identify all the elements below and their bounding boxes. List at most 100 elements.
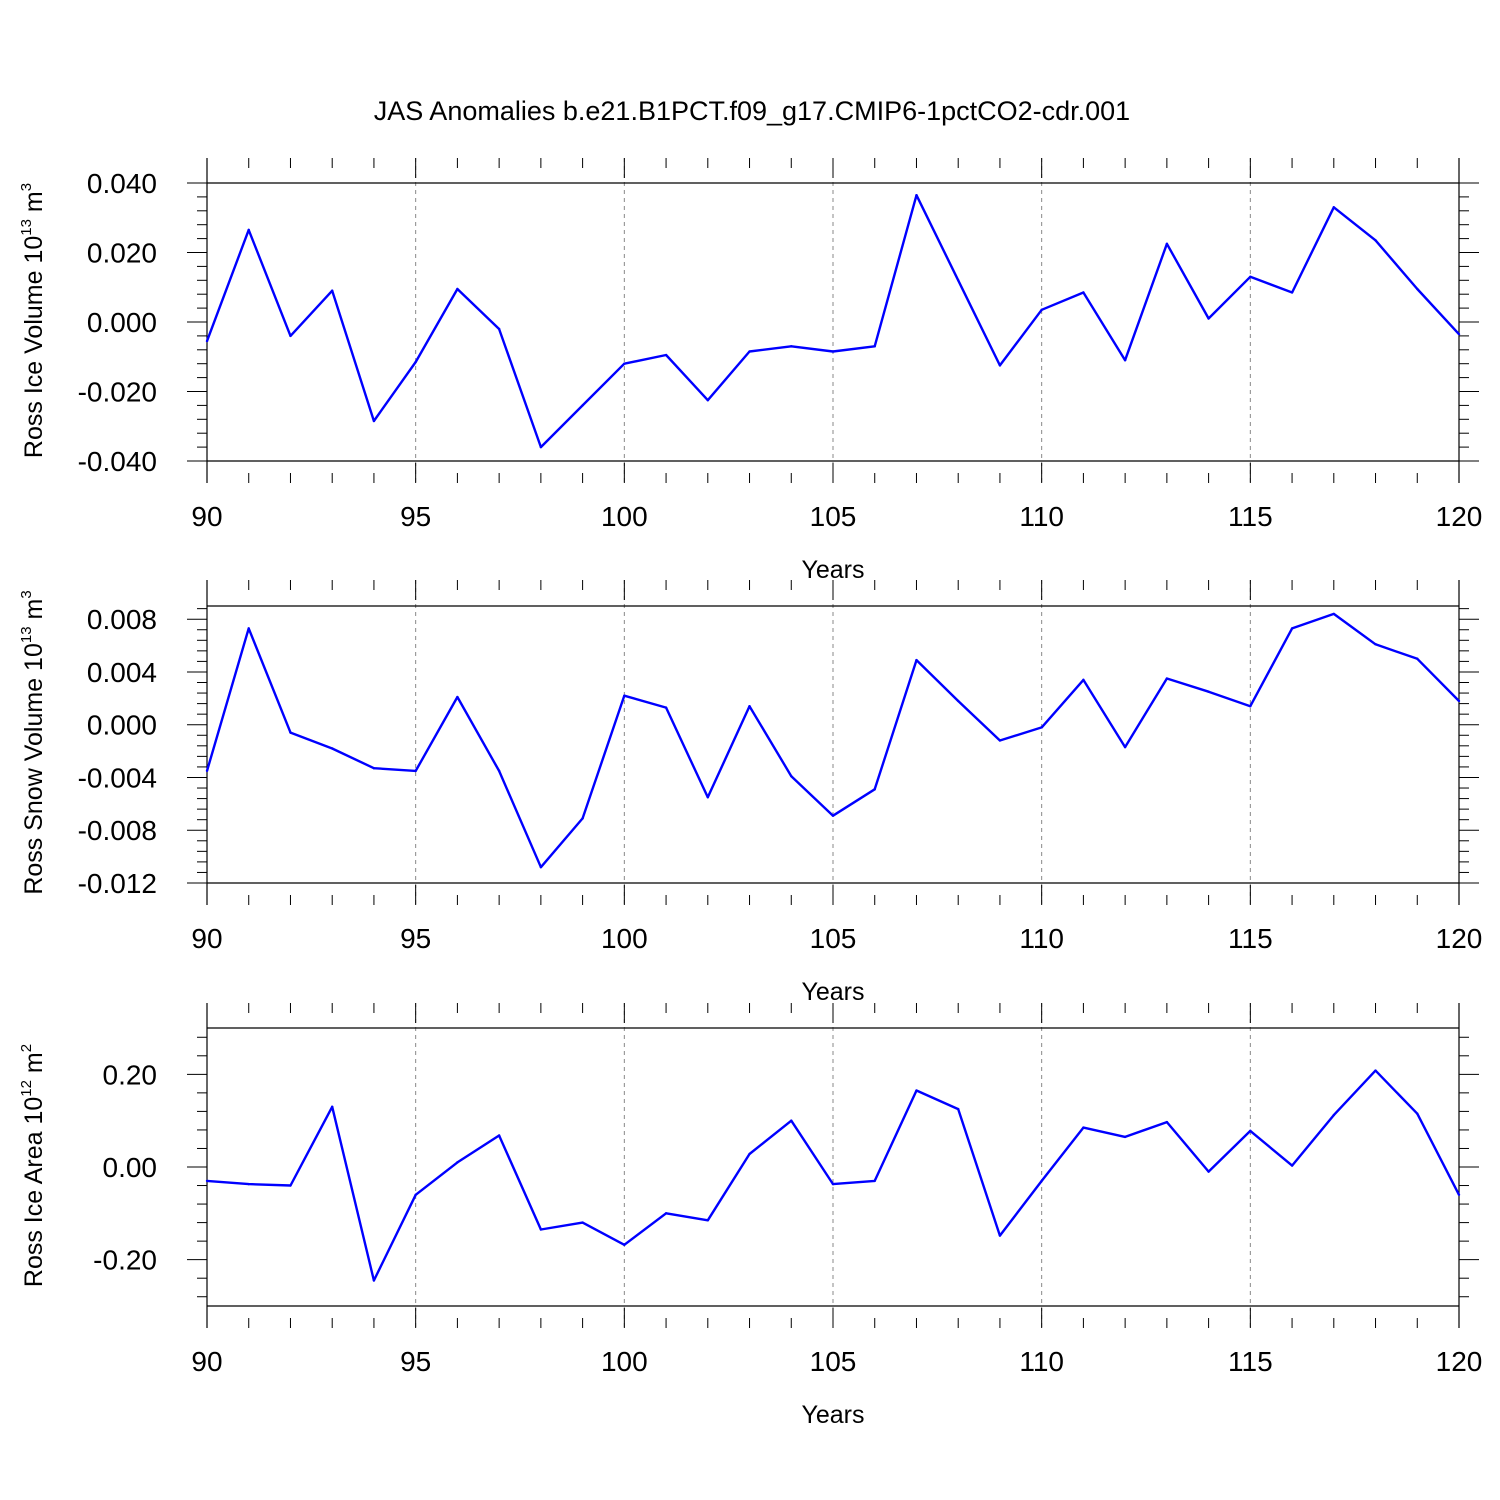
figure-title: JAS Anomalies b.e21.B1PCT.f09_g17.CMIP6-…	[374, 96, 1130, 126]
snow-volume-ytick-label: 0.004	[87, 657, 157, 688]
snow-volume-data-point	[1290, 627, 1294, 630]
snow-volume-data-point	[1165, 677, 1169, 680]
ice-area-xtick-label: 90	[191, 1346, 222, 1377]
snow-volume-data-point	[831, 814, 835, 817]
ice-area-ytick-label: 0.00	[103, 1152, 158, 1183]
ice-area-ylabel-unit: m	[20, 1052, 48, 1080]
ice-volume-ytick-label: 0.020	[87, 238, 157, 269]
ice-volume-ylabel-exponent: 13	[18, 219, 35, 236]
ice-volume-data-point	[790, 345, 793, 348]
ice-area-data-point	[790, 1119, 793, 1122]
ice-area-data-point	[1165, 1120, 1169, 1124]
snow-volume-data-point	[1082, 678, 1085, 682]
ice-volume-data-point	[748, 350, 751, 353]
ice-area-data-point	[831, 1182, 835, 1186]
ice-area-data-point	[372, 1279, 376, 1282]
snow-volume-ylabel-exponent: 13	[18, 626, 35, 643]
snow-volume-ylabel-unit: m	[20, 599, 48, 627]
ice-volume-data-point	[1040, 308, 1043, 312]
snow-volume-xtick-label: 120	[1436, 923, 1483, 954]
ice-area-ylabel-unit-exponent: 2	[18, 1044, 35, 1052]
ice-area-data-point	[1290, 1164, 1294, 1167]
ice-volume-data-point	[831, 350, 835, 353]
ice-volume-xtick-label: 95	[400, 501, 431, 532]
snow-volume-data-point	[331, 747, 334, 750]
ice-area-data-point	[581, 1221, 584, 1224]
ice-area-data-point	[957, 1107, 960, 1111]
ice-volume-data-point	[372, 419, 376, 423]
ice-volume-data-point	[331, 289, 334, 292]
snow-volume-ytick-label: 0.008	[87, 604, 157, 635]
ice-volume-data-point	[1290, 291, 1294, 294]
ice-volume-xtick-label: 100	[601, 501, 648, 532]
snow-volume-data-point	[1123, 745, 1127, 749]
ice-area-xtick-label: 110	[1019, 1346, 1064, 1377]
ice-volume-ytick-label: -0.020	[78, 377, 157, 408]
ice-volume-data-point	[497, 327, 501, 331]
ice-area-data-point	[1416, 1112, 1419, 1115]
ice-volume-data-point	[1332, 206, 1336, 209]
ice-area-data-point	[1249, 1129, 1252, 1133]
ice-volume-data-point	[456, 287, 459, 291]
snow-volume-data-point	[372, 767, 376, 770]
ice-volume-ylabel-main: Ross Ice Volume 10	[20, 236, 48, 458]
snow-volume-xtick-label: 115	[1228, 923, 1273, 954]
ice-volume-ytick-label: -0.040	[78, 446, 157, 477]
ice-area-xtick-label: 120	[1436, 1346, 1483, 1377]
snow-volume-ytick-label: -0.008	[78, 815, 157, 846]
ice-area-ytick-label: 0.20	[103, 1059, 158, 1090]
ice-volume-xtick-label: 90	[191, 501, 222, 532]
snow-volume-data-point	[748, 705, 751, 708]
ice-volume-ylabel-unit: m	[20, 191, 48, 219]
ice-area-xlabel: Years	[801, 1401, 864, 1429]
ice-area-data-point	[623, 1243, 626, 1247]
snow-volume-ylabel-unit-exponent: 3	[18, 590, 35, 598]
snow-volume-data-point	[247, 627, 250, 630]
ice-volume-xtick-label: 115	[1228, 501, 1273, 532]
snow-volume-data-point	[998, 739, 1002, 742]
snow-volume-xlabel: Years	[801, 978, 864, 1006]
snow-volume-xtick-label: 105	[810, 923, 857, 954]
snow-volume-data-point	[414, 769, 417, 773]
ice-volume-ylabel-unit-exponent: 3	[18, 183, 35, 191]
snow-volume-ytick-label: 0.000	[87, 710, 157, 741]
snow-volume-xtick-label: 110	[1019, 923, 1064, 954]
ice-area-data-point	[706, 1219, 709, 1222]
ice-volume-data-point	[873, 345, 876, 348]
ice-volume-data-point	[581, 404, 584, 407]
ice-area-data-point	[1040, 1179, 1043, 1183]
ice-volume-panel: 0.040 0.020 0.000 -0.020 -0.040 90 95 100 105 110…	[18, 158, 1482, 584]
chart-panels: 0.040 0.020 0.000 -0.020 -0.040 90 95 100 105 110…	[18, 158, 1482, 1429]
ice-area-ylabel: Ross Ice Area 1012 m2	[18, 1044, 48, 1287]
ice-area-data-point	[289, 1184, 292, 1187]
ice-area-data-point	[414, 1193, 417, 1197]
ice-area-xtick-label: 100	[601, 1346, 648, 1377]
snow-volume-data-point	[1332, 612, 1336, 616]
ice-area-data-point	[873, 1179, 876, 1183]
ice-area-data-point	[539, 1228, 543, 1231]
snow-volume-xtick-label: 100	[601, 923, 648, 954]
snow-volume-ytick-label: -0.012	[78, 868, 157, 899]
ice-area-ylabel-main: Ross Ice Area 10	[20, 1097, 48, 1287]
ice-volume-xtick-label: 105	[810, 501, 857, 532]
ice-area-ylabel-exponent: 12	[18, 1080, 35, 1097]
snow-volume-data-point	[1416, 657, 1419, 660]
ice-area-xtick-label: 115	[1228, 1346, 1273, 1377]
ice-area-data-point	[456, 1161, 459, 1164]
snow-volume-data-point	[1249, 705, 1252, 708]
ice-volume-data-point	[957, 279, 960, 282]
ice-volume-ytick-label: 0.040	[87, 168, 157, 199]
snow-volume-data-point	[623, 694, 626, 697]
ice-area-data-point	[331, 1105, 334, 1108]
ice-volume-xlabel: Years	[801, 556, 864, 584]
ice-area-data-point	[247, 1182, 250, 1186]
snow-volume-data-point	[289, 731, 292, 734]
ice-area-data-point	[998, 1234, 1002, 1237]
ice-volume-data-point	[1249, 275, 1252, 279]
snow-volume-data-point	[205, 769, 209, 773]
ice-area-data-point	[748, 1152, 751, 1156]
ice-volume-data-point	[664, 353, 668, 357]
ice-area-data-point	[497, 1134, 501, 1137]
snow-volume-ytick-label: -0.004	[78, 762, 157, 793]
snow-volume-data-point	[957, 699, 960, 703]
